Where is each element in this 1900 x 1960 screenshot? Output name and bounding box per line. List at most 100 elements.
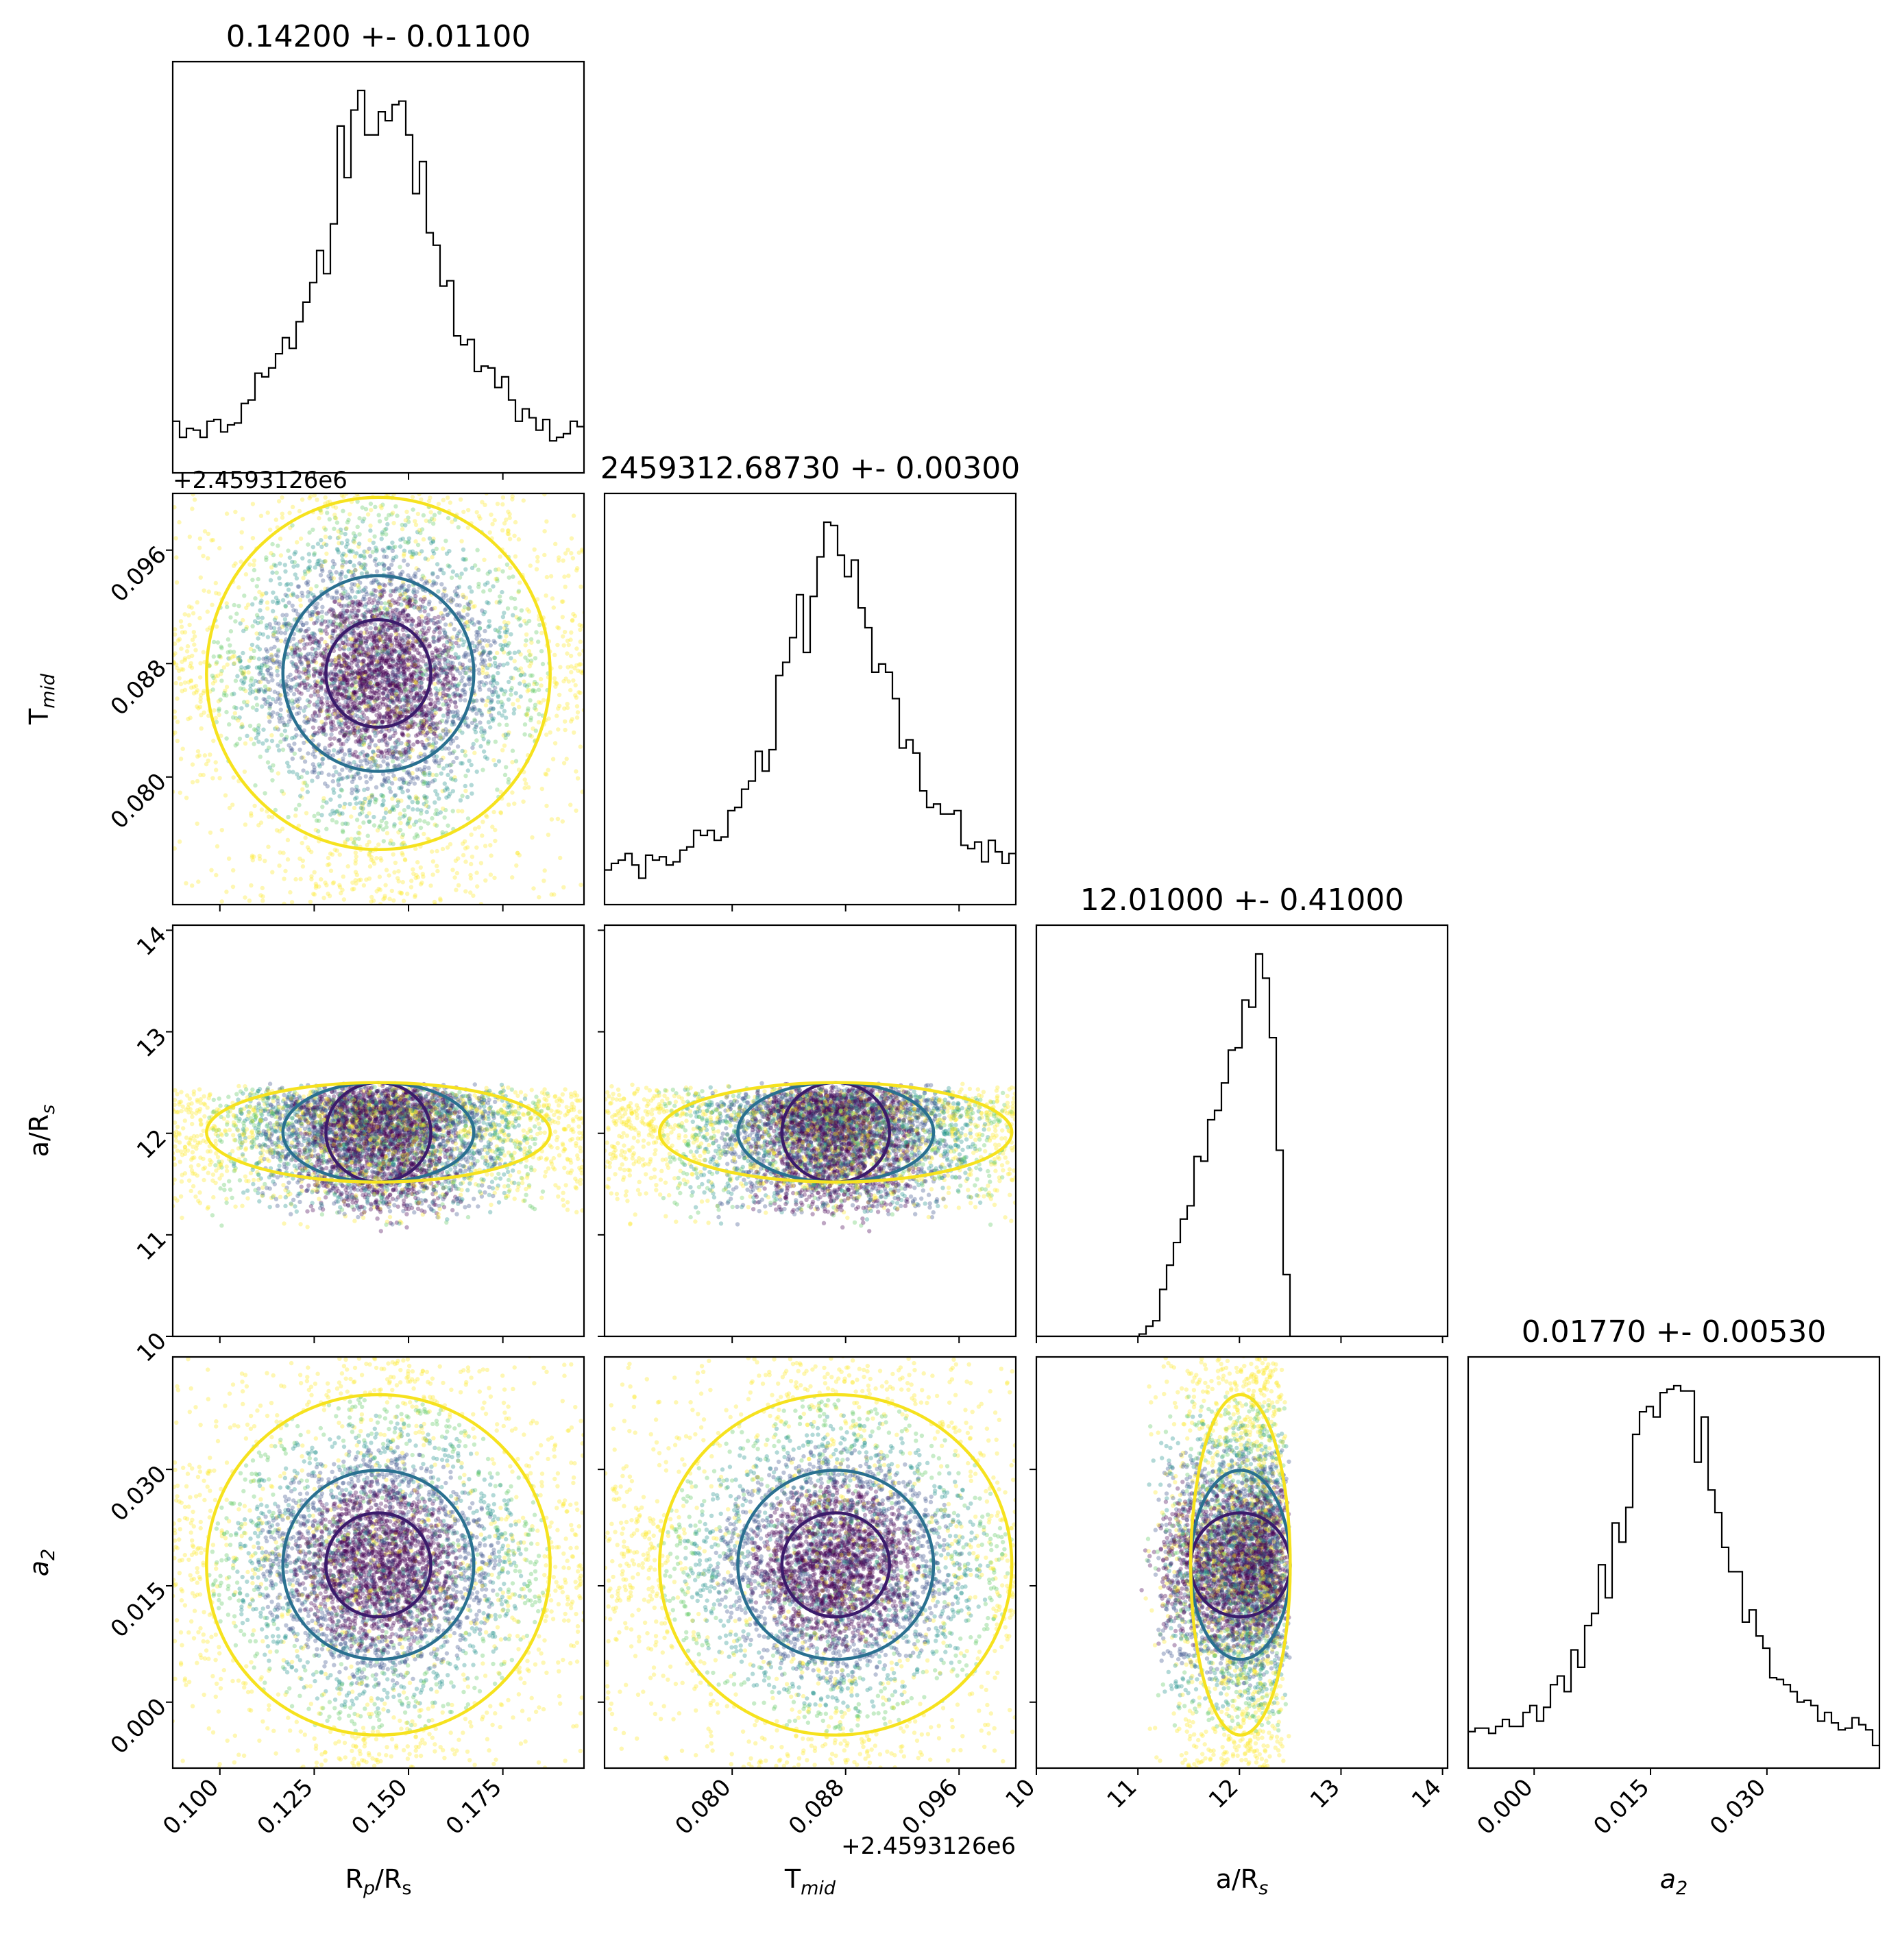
scatter-point — [239, 678, 244, 683]
scatter-point — [243, 626, 249, 632]
scatter-point — [332, 613, 337, 618]
scatter-point — [300, 787, 305, 792]
scatter-point — [406, 656, 411, 661]
scatter-point — [439, 771, 443, 776]
scatter-point — [467, 600, 473, 604]
scatter-point — [465, 845, 470, 850]
scatter-point — [393, 749, 398, 754]
scatter-point — [390, 670, 395, 675]
scatter-point — [439, 666, 445, 671]
scatter-point — [501, 644, 506, 648]
scatter-point — [345, 686, 350, 691]
scatter-point — [561, 599, 565, 604]
scatter-point — [377, 626, 382, 632]
scatter-point — [317, 558, 322, 563]
scatter-point — [404, 664, 409, 669]
scatter-point — [413, 686, 418, 691]
scatter-point — [380, 628, 386, 633]
scatter-point — [352, 886, 356, 892]
scatter-point — [434, 648, 439, 653]
scatter-point — [444, 763, 450, 768]
scatter-point — [312, 621, 317, 626]
scatter-point — [357, 516, 362, 521]
scatter-point — [458, 497, 463, 502]
scatter-point — [474, 722, 479, 728]
scatter-point — [550, 757, 556, 761]
scatter-point — [528, 563, 533, 568]
scatter-point — [362, 566, 367, 572]
scatter-point — [312, 659, 317, 664]
scatter-point — [423, 723, 428, 728]
scatter-point — [394, 683, 399, 689]
scatter-point — [422, 765, 427, 770]
scatter-point — [447, 665, 452, 671]
scatter-point — [539, 786, 544, 792]
scatter-point — [350, 643, 354, 648]
scatter-point — [407, 816, 413, 821]
scatter-point — [504, 765, 509, 770]
scatter-point — [284, 684, 289, 689]
scatter-point — [401, 660, 406, 665]
scatter-point — [361, 740, 367, 745]
scatter-point — [213, 760, 218, 765]
scatter-point — [433, 710, 438, 715]
scatter-point — [578, 639, 583, 644]
scatter-point — [239, 665, 244, 670]
scatter-point — [312, 870, 317, 875]
scatter-point — [455, 593, 461, 599]
scatter-point — [278, 536, 283, 541]
scatter-point — [372, 534, 377, 539]
scatter-point — [283, 603, 288, 609]
scatter-point — [421, 709, 426, 714]
scatter-point — [419, 654, 424, 659]
scatter-point — [319, 700, 324, 705]
scatter-point — [389, 807, 395, 812]
scatter-point — [341, 591, 346, 596]
scatter-point — [433, 681, 437, 687]
scatter-point — [396, 879, 401, 884]
scatter-point — [219, 828, 224, 833]
scatter-point — [442, 815, 447, 820]
scatter-point — [135, 513, 139, 517]
scatter-point — [507, 575, 511, 580]
scatter-point — [439, 737, 444, 742]
panel-rprs-rprs: 0.14200 +- 0.01100 — [171, 19, 585, 480]
scatter-point — [224, 685, 230, 689]
scatter-point — [421, 659, 426, 663]
scatter-point — [530, 689, 535, 694]
scatter-point — [426, 742, 430, 747]
scatter-point — [210, 681, 216, 686]
scatter-point — [248, 687, 253, 691]
scatter-point — [335, 715, 340, 720]
scatter-point — [412, 661, 417, 666]
scatter-point — [523, 643, 528, 648]
scatter-point — [256, 726, 260, 731]
scatter-point — [254, 665, 260, 670]
scatter-point — [316, 811, 321, 816]
scatter-point — [254, 707, 259, 713]
scatter-point — [358, 759, 363, 764]
scatter-point — [326, 891, 330, 896]
scatter-point — [518, 673, 524, 678]
scatter-point — [491, 584, 496, 589]
scatter-point — [391, 755, 396, 760]
scatter-point — [380, 679, 385, 684]
scatter-point — [452, 749, 456, 754]
scatter-point — [305, 845, 310, 850]
scatter-point — [529, 734, 534, 739]
scatter-point — [443, 633, 448, 638]
scatter-point — [334, 570, 339, 575]
scatter-point — [252, 803, 257, 809]
scatter-point — [337, 647, 343, 652]
scatter-point — [226, 637, 231, 642]
scatter-point — [485, 741, 491, 746]
scatter-point — [365, 654, 369, 659]
scatter-point — [363, 670, 368, 674]
scatter-point — [365, 622, 369, 627]
scatter-point — [193, 648, 198, 652]
scatter-point — [518, 623, 523, 628]
scatter-point — [391, 647, 396, 652]
scatter-point — [434, 666, 439, 671]
scatter-point — [424, 809, 429, 815]
scatter-point — [526, 687, 531, 693]
